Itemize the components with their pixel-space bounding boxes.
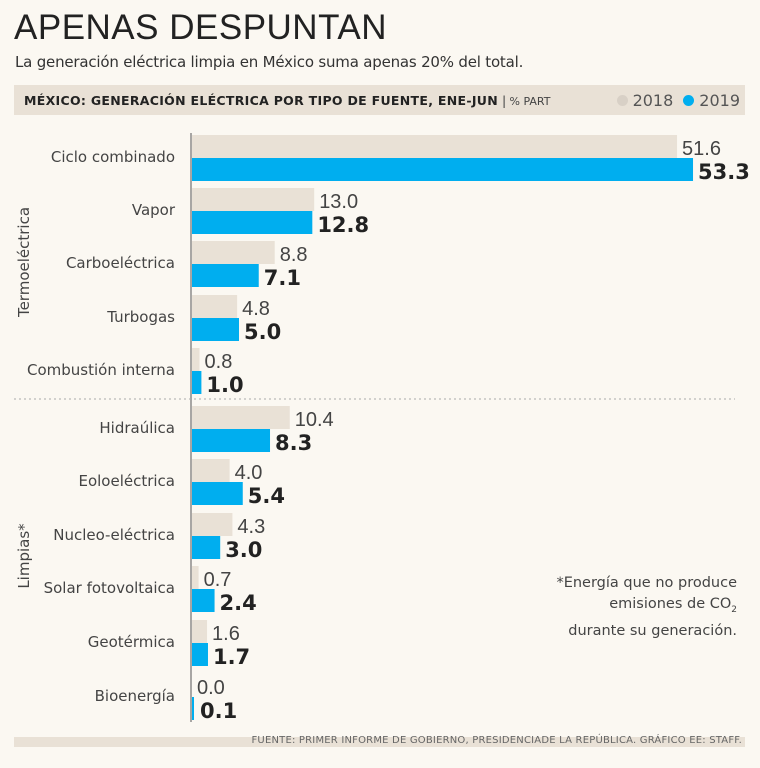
footnote: *Energía que no produce emisiones de CO2… (517, 573, 737, 642)
value-label-2019-eoloelectrica: 5.4 (248, 484, 285, 508)
header-title: MÉXICO: GENERACIÓN ELÉCTRICA POR TIPO DE… (24, 93, 550, 108)
category-label-bioenergia: Bioenergía (95, 687, 175, 705)
chart-title: APENAS DESPUNTAN (14, 8, 387, 47)
value-label-2019-geotermica: 1.7 (213, 645, 250, 669)
value-label-2019-solar-fotovoltaica: 2.4 (220, 591, 257, 615)
value-label-2018-ciclo-combinado: 51.6 (682, 138, 721, 160)
category-label-geotermica: Geotérmica (88, 633, 175, 651)
legend: 2018 2019 (607, 91, 740, 110)
header-unit: % PART (509, 95, 551, 108)
value-label-2018-eoloelectrica: 4.0 (235, 462, 263, 484)
source-text: FUENTE: PRIMER INFORME DE GOBIERNO, PRES… (251, 735, 742, 746)
category-label-eoloelectrica: Eoloeléctrica (78, 472, 175, 490)
category-label-combustion-interna: Combustión interna (27, 361, 175, 379)
footnote-line-2-text: emisiones de CO (609, 596, 732, 612)
bar-2018-carboelectrica (192, 241, 275, 264)
category-label-hidraulica: Hidraúlica (99, 419, 175, 437)
group-label-termoelectrica: Termoeléctrica (15, 207, 33, 318)
value-label-2019-ciclo-combinado: 53.3 (698, 160, 750, 184)
bar-2019-bioenergia (192, 697, 194, 720)
category-label-turbogas: Turbogas (106, 308, 175, 326)
category-label-carboelectrica: Carboeléctrica (66, 254, 175, 272)
legend-item-2019: 2019 (683, 91, 740, 110)
value-label-2018-turbogas: 4.8 (242, 298, 270, 320)
value-label-2019-bioenergia: 0.1 (200, 699, 237, 723)
value-label-2018-combustion-interna: 0.8 (205, 351, 233, 373)
category-label-nucleo-electrica: Nucleo-eléctrica (53, 526, 175, 544)
legend-label-2019: 2019 (699, 91, 740, 110)
legend-item-2018: 2018 (616, 91, 674, 110)
value-label-2019-combustion-interna: 1.0 (206, 373, 243, 397)
category-label-vapor: Vapor (132, 201, 176, 219)
header-label: MÉXICO: GENERACIÓN ELÉCTRICA POR TIPO DE… (24, 93, 498, 108)
value-label-2018-hidraulica: 10.4 (295, 409, 334, 431)
group-label-limpias: Limpias* (15, 523, 33, 589)
bar-2018-nucleo-electrica (192, 513, 233, 536)
bar-2018-vapor (192, 188, 315, 211)
bar-2018-turbogas (192, 295, 238, 318)
bar-2018-geotermica (192, 620, 208, 643)
legend-dot-2019 (683, 95, 695, 106)
bar-2019-solar-fotovoltaica (192, 589, 215, 612)
bar-2018-eoloelectrica (192, 459, 230, 482)
bar-2019-geotermica (192, 643, 208, 666)
value-label-2019-vapor: 12.8 (317, 213, 369, 237)
value-label-2018-geotermica: 1.6 (212, 623, 240, 645)
value-label-2018-solar-fotovoltaica: 0.7 (204, 569, 232, 591)
header-separator: | (502, 93, 507, 108)
category-label-solar-fotovoltaica: Solar fotovoltaica (44, 579, 175, 597)
footnote-line-3: durante su generación. (568, 622, 737, 639)
bar-2018-ciclo-combinado (192, 135, 678, 158)
footnote-subscript: 2 (731, 604, 737, 615)
bar-2018-combustion-interna (192, 348, 200, 371)
footer-band (14, 737, 745, 747)
value-label-2019-turbogas: 5.0 (244, 320, 281, 344)
category-label-ciclo-combinado: Ciclo combinado (51, 148, 175, 166)
footnote-line-2: emisiones de CO2 (517, 594, 737, 621)
bar-2019-turbogas (192, 318, 239, 341)
value-label-2019-carboelectrica: 7.1 (264, 266, 301, 290)
bar-2019-eoloelectrica (192, 482, 243, 505)
bar-2019-carboelectrica (192, 264, 259, 287)
bar-2018-hidraulica (192, 406, 290, 429)
bar-2019-ciclo-combinado (192, 158, 694, 181)
value-label-2018-nucleo-electrica: 4.3 (237, 516, 265, 538)
legend-label-2018: 2018 (632, 91, 674, 110)
bar-2019-combustion-interna (192, 371, 202, 394)
footnote-line-1: *Energía que no produce (556, 575, 737, 591)
value-label-2019-nucleo-electrica: 3.0 (225, 538, 262, 562)
bar-2019-nucleo-electrica (192, 536, 221, 559)
bar-2019-vapor (192, 211, 313, 234)
value-label-2018-bioenergia: 0.0 (197, 677, 225, 699)
value-label-2018-vapor: 13.0 (319, 191, 358, 213)
bar-2019-hidraulica (192, 429, 271, 452)
chart-subtitle: La generación eléctrica limpia en México… (15, 53, 524, 71)
value-label-2018-carboelectrica: 8.8 (280, 244, 308, 266)
bar-2018-solar-fotovoltaica (192, 566, 199, 589)
value-label-2019-hidraulica: 8.3 (275, 431, 312, 455)
legend-dot-2018 (616, 95, 628, 106)
